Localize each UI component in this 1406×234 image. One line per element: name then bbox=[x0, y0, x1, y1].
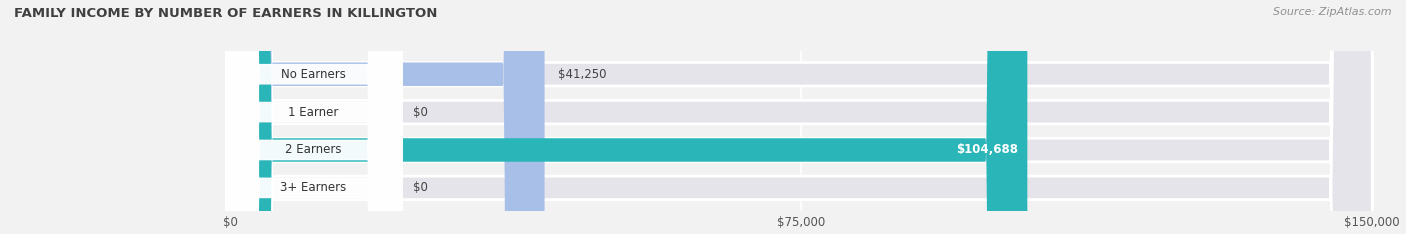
Text: $0: $0 bbox=[413, 181, 429, 194]
FancyBboxPatch shape bbox=[225, 0, 402, 234]
FancyBboxPatch shape bbox=[231, 0, 544, 234]
FancyBboxPatch shape bbox=[231, 0, 1372, 234]
Text: 3+ Earners: 3+ Earners bbox=[280, 181, 346, 194]
FancyBboxPatch shape bbox=[225, 0, 402, 234]
Text: 2 Earners: 2 Earners bbox=[285, 143, 342, 157]
Text: Source: ZipAtlas.com: Source: ZipAtlas.com bbox=[1274, 7, 1392, 17]
FancyBboxPatch shape bbox=[231, 0, 1372, 234]
FancyBboxPatch shape bbox=[225, 0, 402, 234]
Text: 1 Earner: 1 Earner bbox=[288, 106, 339, 119]
FancyBboxPatch shape bbox=[225, 0, 402, 234]
FancyBboxPatch shape bbox=[231, 0, 1028, 234]
FancyBboxPatch shape bbox=[231, 0, 1372, 234]
Text: FAMILY INCOME BY NUMBER OF EARNERS IN KILLINGTON: FAMILY INCOME BY NUMBER OF EARNERS IN KI… bbox=[14, 7, 437, 20]
Text: $41,250: $41,250 bbox=[558, 68, 607, 81]
FancyBboxPatch shape bbox=[231, 0, 1372, 234]
Text: $104,688: $104,688 bbox=[956, 143, 1018, 157]
Text: No Earners: No Earners bbox=[281, 68, 346, 81]
Text: $0: $0 bbox=[413, 106, 429, 119]
